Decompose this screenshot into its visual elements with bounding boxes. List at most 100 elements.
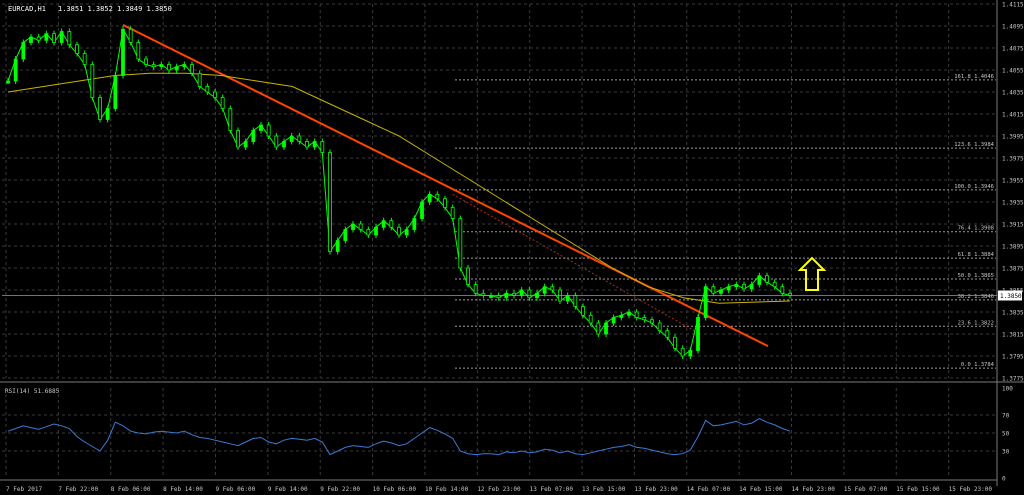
candle-body <box>289 135 294 142</box>
candle-body <box>742 284 746 290</box>
rsi-tick-label: 100 <box>1002 386 1013 393</box>
candle-body <box>443 198 447 208</box>
fib-level-label: 161.8 1.4046 <box>954 74 994 80</box>
price-tick-label: 1.3935 <box>1002 200 1024 207</box>
price-tick-label: 1.4055 <box>1002 68 1024 75</box>
candle-body <box>98 97 102 120</box>
candle-body <box>688 350 693 357</box>
rsi-panel: RSI(14) 51.6885 <box>5 388 791 456</box>
candle-body <box>527 289 532 299</box>
trendline-layer <box>122 24 769 347</box>
rsi-tick-label: 50 <box>1002 431 1010 438</box>
price-tick-label: 1.3915 <box>1002 222 1024 229</box>
candle-body <box>335 240 340 252</box>
candle-body <box>297 135 302 142</box>
candle-body <box>282 141 286 148</box>
rsi-tick-label: 30 <box>1002 449 1010 456</box>
candle-body <box>634 311 639 318</box>
candle-body <box>113 75 118 109</box>
moving-average-layer <box>7 72 791 304</box>
candle-body <box>711 286 716 294</box>
time-tick-label: 15 Feb 07:00 <box>844 486 888 493</box>
rsi-line <box>7 418 791 456</box>
candle-body <box>75 44 79 54</box>
candle-body <box>128 28 133 43</box>
candle-body <box>466 267 470 285</box>
candle-body <box>374 226 378 236</box>
price-tick-label: 1.3795 <box>1002 354 1024 361</box>
candle-body <box>274 135 279 148</box>
candle-body <box>397 226 401 236</box>
candle-body <box>205 86 210 93</box>
time-tick-label: 8 Feb 06:00 <box>111 486 151 493</box>
candles-layer <box>6 26 792 359</box>
price-tick-label: 1.3895 <box>1002 244 1024 251</box>
candle-body <box>121 28 125 76</box>
candle-body <box>305 141 309 148</box>
candle-body <box>21 42 26 60</box>
current-price-tag <box>998 290 1022 301</box>
candle-body <box>719 289 723 294</box>
fib-level-label: 61.8 1.3884 <box>958 252 995 258</box>
candle-body <box>611 317 616 324</box>
time-tick-label: 7 Feb 22:00 <box>58 486 98 493</box>
trendline <box>122 24 769 347</box>
rsi-tick-label: 0 <box>1002 476 1006 483</box>
candle-body <box>220 97 225 109</box>
ohlc-label: 1.3851 1.3852 1.3849 1.3850 <box>58 5 172 13</box>
price-tick-label: 1.4015 <box>1002 112 1024 119</box>
candle-body <box>174 66 179 71</box>
candle-body <box>312 141 317 148</box>
fib-level-label: 23.6 1.3822 <box>958 320 994 326</box>
price-tick-label: 1.3995 <box>1002 134 1024 141</box>
candle-body <box>36 36 41 41</box>
price-tick-label: 1.3815 <box>1002 332 1024 339</box>
candle-body <box>320 141 325 153</box>
time-tick-label: 8 Feb 14:00 <box>163 486 203 493</box>
candle-body <box>427 193 432 203</box>
candle-body <box>144 58 148 65</box>
time-tick-label: 14 Feb 23:00 <box>792 486 836 493</box>
rsi-title: RSI(14) 51.6885 <box>5 388 60 395</box>
candle-body <box>213 91 217 98</box>
rsi-tick-label: 70 <box>1002 413 1010 420</box>
candle-body <box>619 314 624 318</box>
candle-body <box>105 108 110 120</box>
candle-body <box>159 64 164 68</box>
time-tick-label: 13 Feb 15:00 <box>582 486 626 493</box>
candle-body <box>772 281 777 288</box>
candle-body <box>59 31 64 43</box>
candle-body <box>82 53 87 65</box>
time-tick-label: 12 Feb 23:00 <box>477 486 521 493</box>
candle-body <box>52 33 56 43</box>
fibonacci-levels: 161.8 1.4046 123.6 1.3984 100.0 1.3946 76.4… <box>455 74 996 369</box>
price-tick-label: 1.4035 <box>1002 90 1024 97</box>
candle-body <box>458 218 463 269</box>
fib-level-label: 38.2 1.3846 <box>958 294 994 300</box>
candle-body <box>190 64 194 74</box>
candle-body <box>726 286 731 291</box>
candle-body <box>420 201 424 219</box>
candle-body <box>680 347 685 357</box>
candle-body <box>13 58 18 82</box>
candle-body <box>565 295 570 302</box>
price-tick-label: 1.4095 <box>1002 24 1024 31</box>
time-tick-label: 9 Feb 06:00 <box>215 486 255 493</box>
candle-body <box>596 322 601 335</box>
candle-body <box>550 286 555 291</box>
candle-body <box>757 275 762 285</box>
candle-body <box>151 64 156 68</box>
fib-level-label: 0.0 1.3784 <box>961 362 995 368</box>
time-tick-label: 15 Feb 15:00 <box>896 486 940 493</box>
time-tick-label: 15 Feb 23:00 <box>949 486 993 493</box>
time-tick-label: 7 Feb 2017 <box>6 486 43 493</box>
candle-body <box>197 72 202 87</box>
candle-body <box>657 322 662 332</box>
time-tick-label: 9 Feb 22:00 <box>320 486 360 493</box>
candle-body <box>765 275 769 283</box>
candle-body <box>136 42 141 60</box>
fib-level-label: 123.6 1.3984 <box>954 142 994 148</box>
candle-body <box>734 284 739 288</box>
candle-body <box>673 336 677 349</box>
